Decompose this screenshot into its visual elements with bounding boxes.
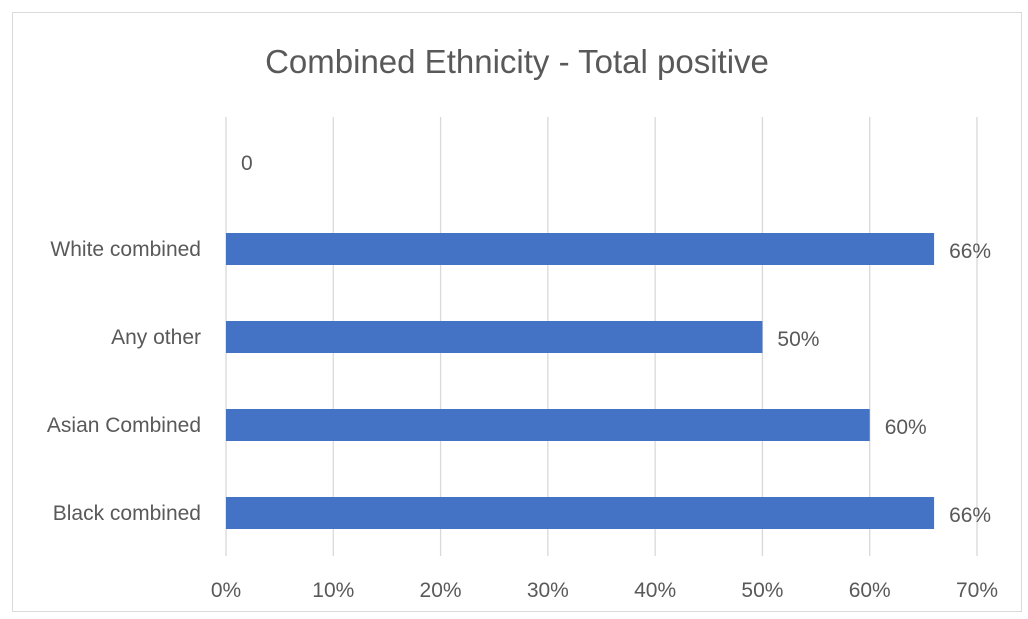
x-tick-label: 10% xyxy=(312,579,354,602)
category-label: Asian Combined xyxy=(47,414,201,437)
data-label: 60% xyxy=(885,416,927,439)
category-label: Black combined xyxy=(53,502,201,525)
data-label: 0 xyxy=(241,152,253,175)
x-tick-label: 0% xyxy=(211,579,241,602)
bar xyxy=(226,321,763,353)
x-tick-label: 40% xyxy=(634,579,676,602)
category-label: Any other xyxy=(111,326,201,349)
data-label: 66% xyxy=(949,504,991,527)
category-label: White combined xyxy=(50,238,201,261)
chart-title: Combined Ethnicity - Total positive xyxy=(265,43,769,80)
x-tick-label: 50% xyxy=(741,579,783,602)
data-label: 66% xyxy=(949,240,991,263)
x-tick-label: 30% xyxy=(527,579,569,602)
bar xyxy=(226,409,870,441)
x-tick-label: 60% xyxy=(849,579,891,602)
bar xyxy=(226,233,935,265)
data-label: 50% xyxy=(777,328,819,351)
x-tick-label: 20% xyxy=(420,579,462,602)
x-tick-label: 70% xyxy=(956,579,998,602)
bar xyxy=(226,497,935,529)
